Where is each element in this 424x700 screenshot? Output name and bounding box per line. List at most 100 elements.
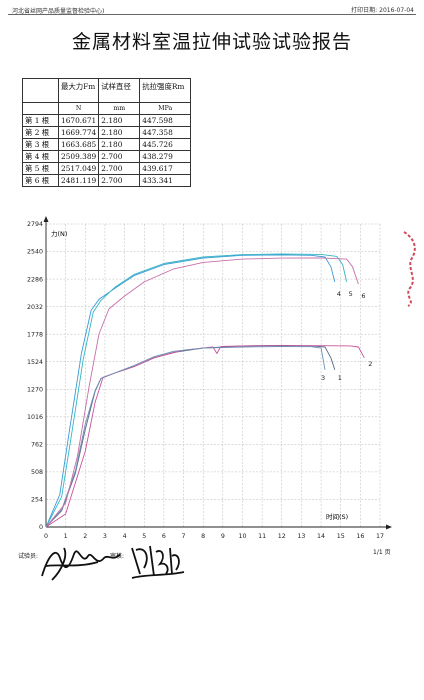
cell-tensile-strength: 438.279: [139, 150, 192, 163]
organization-name: 河北省丝网产品质量监督检验中心): [12, 8, 105, 15]
print-date: 打印日期: 2016-07-04: [351, 5, 414, 14]
table-row: 第 5 根 2517.049 2.700 439.617: [22, 162, 192, 175]
print-date-label: 打印日期:: [351, 7, 378, 14]
y-tick-label: 1270: [27, 386, 43, 393]
reviewer-signature: [131, 545, 185, 579]
cell-diameter: 2.700: [98, 162, 141, 175]
unit-strength: MPa: [139, 102, 192, 115]
x-tick-label: 14: [317, 533, 325, 540]
print-date-value: 2016-07-04: [379, 7, 414, 14]
tester-signature: [41, 547, 121, 581]
page-number: 1/1 页: [373, 549, 391, 556]
table-header-row: 最大力Fm 试样直径 抗拉强度Rm: [22, 78, 192, 103]
chart-grid: [46, 223, 381, 527]
series-label-5: 5: [349, 290, 353, 298]
x-tick-label: 5: [142, 533, 146, 540]
series-line-3: [45, 346, 326, 528]
cell-diameter: 2.180: [98, 126, 141, 139]
y-tick-label: 1524: [27, 359, 43, 366]
unit-diameter: mm: [98, 102, 141, 115]
x-tick-label: 2: [83, 533, 87, 540]
cell-max-force: 1670.671: [57, 114, 100, 127]
x-tick-label: 11: [258, 533, 266, 540]
cell-max-force: 1663.685: [57, 138, 100, 151]
cell-tensile-strength: 439.617: [139, 162, 192, 175]
header-empty-cell: [22, 78, 59, 103]
header-divider: [8, 14, 416, 15]
cell-max-force: 2517.049: [57, 162, 100, 175]
y-axis-label: 力(N): [51, 229, 67, 238]
header-max-force: 最大力Fm: [57, 78, 100, 103]
series-line-1: [45, 344, 336, 528]
x-tick-label: 15: [337, 533, 345, 540]
y-tick-label: 0: [39, 524, 43, 531]
cell-max-force: 2481.119: [57, 174, 100, 187]
force-time-chart: 0254508762101612701524177820322286254027…: [27, 216, 392, 540]
reviewer-field: 审核:: [110, 551, 124, 560]
cell-tensile-strength: 433.341: [139, 174, 192, 187]
x-tick-label: 4: [123, 533, 127, 540]
y-tick-label: 1016: [27, 414, 43, 421]
report-page: 河北省丝网产品质量监督检验中心) 打印日期: 2016-07-04 金属材料室温…: [8, 5, 416, 581]
x-tick-label: 12: [278, 533, 286, 540]
series-line-2: [45, 345, 365, 528]
x-tick-label: 10: [238, 533, 246, 540]
cell-max-force: 1669.774: [57, 126, 100, 139]
y-tick-label: 2540: [27, 249, 43, 256]
row-label: 第 6 根: [22, 174, 59, 187]
y-tick-label: 2286: [27, 276, 43, 283]
x-tick-label: 8: [201, 533, 205, 540]
y-tick-label: 254: [31, 497, 43, 504]
cell-max-force: 2509.389: [57, 150, 100, 163]
tester-field: 试验员:: [18, 551, 38, 560]
series-label-1: 1: [338, 374, 342, 382]
reviewer-label: 审核:: [110, 553, 125, 560]
y-tick-label: 1778: [27, 331, 43, 338]
row-label: 第 5 根: [22, 162, 59, 175]
x-tick-labels: 0 1 2 3 4 5 6 7 8 9 10 11 12 13 14 15 16 17: [44, 533, 384, 540]
series-label-3: 3: [321, 374, 325, 382]
table-units-row: N mm MPa: [22, 102, 192, 115]
row-label: 第 3 根: [22, 138, 59, 151]
series-label-4: 4: [337, 290, 341, 298]
chart-axes: [43, 216, 392, 530]
table-row: 第 3 根 1663.685 2.180 445.726: [22, 138, 192, 151]
x-tick-label: 3: [103, 533, 107, 540]
x-tick-label: 16: [356, 533, 364, 540]
x-tick-label: 1: [64, 533, 68, 540]
x-tick-label: 6: [162, 533, 166, 540]
table-row: 第 6 根 2481.119 2.700 433.341: [22, 174, 192, 187]
row-label: 第 1 根: [22, 114, 59, 127]
row-label: 第 4 根: [22, 150, 59, 163]
stamp-edge: [403, 231, 416, 307]
x-tick-label: 0: [44, 533, 48, 540]
cell-tensile-strength: 447.358: [139, 126, 192, 139]
results-table: 最大力Fm 试样直径 抗拉强度Rm N mm MPa 第 1 根 1670.67…: [22, 78, 192, 187]
cell-diameter: 2.700: [98, 174, 141, 187]
y-axis-arrow: [43, 216, 49, 222]
series-end-labels: 1 2 3 4 5 6: [321, 290, 372, 382]
x-axis-arrow: [386, 524, 392, 530]
y-tick-label: 508: [31, 469, 43, 476]
series-label-6: 6: [361, 292, 365, 300]
cell-diameter: 2.180: [98, 138, 141, 151]
x-tick-label: 17: [376, 533, 384, 540]
y-tick-label: 762: [31, 442, 43, 449]
cell-tensile-strength: 445.726: [139, 138, 192, 151]
units-empty-cell: [22, 102, 59, 115]
cell-tensile-strength: 447.598: [139, 114, 192, 127]
x-tick-label: 13: [297, 533, 305, 540]
row-label: 第 2 根: [22, 126, 59, 139]
chart-series: [45, 253, 365, 528]
table-row: 第 2 根 1669.774 2.180 447.358: [22, 126, 192, 139]
y-tick-label: 2032: [27, 304, 43, 311]
cell-diameter: 2.700: [98, 150, 141, 163]
table-row: 第 4 根 2509.389 2.700 438.279: [22, 150, 192, 163]
table-row: 第 1 根 1670.671 2.180 447.598: [22, 114, 192, 127]
x-tick-label: 9: [221, 533, 225, 540]
unit-force: N: [57, 102, 100, 115]
header-diameter: 试样直径: [98, 78, 141, 103]
tester-label: 试验员:: [18, 553, 39, 560]
series-label-2: 2: [368, 360, 372, 368]
series-line-6: [45, 257, 359, 528]
